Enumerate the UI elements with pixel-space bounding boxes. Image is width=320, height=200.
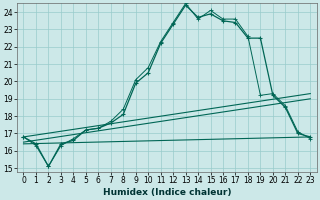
X-axis label: Humidex (Indice chaleur): Humidex (Indice chaleur) — [103, 188, 231, 197]
